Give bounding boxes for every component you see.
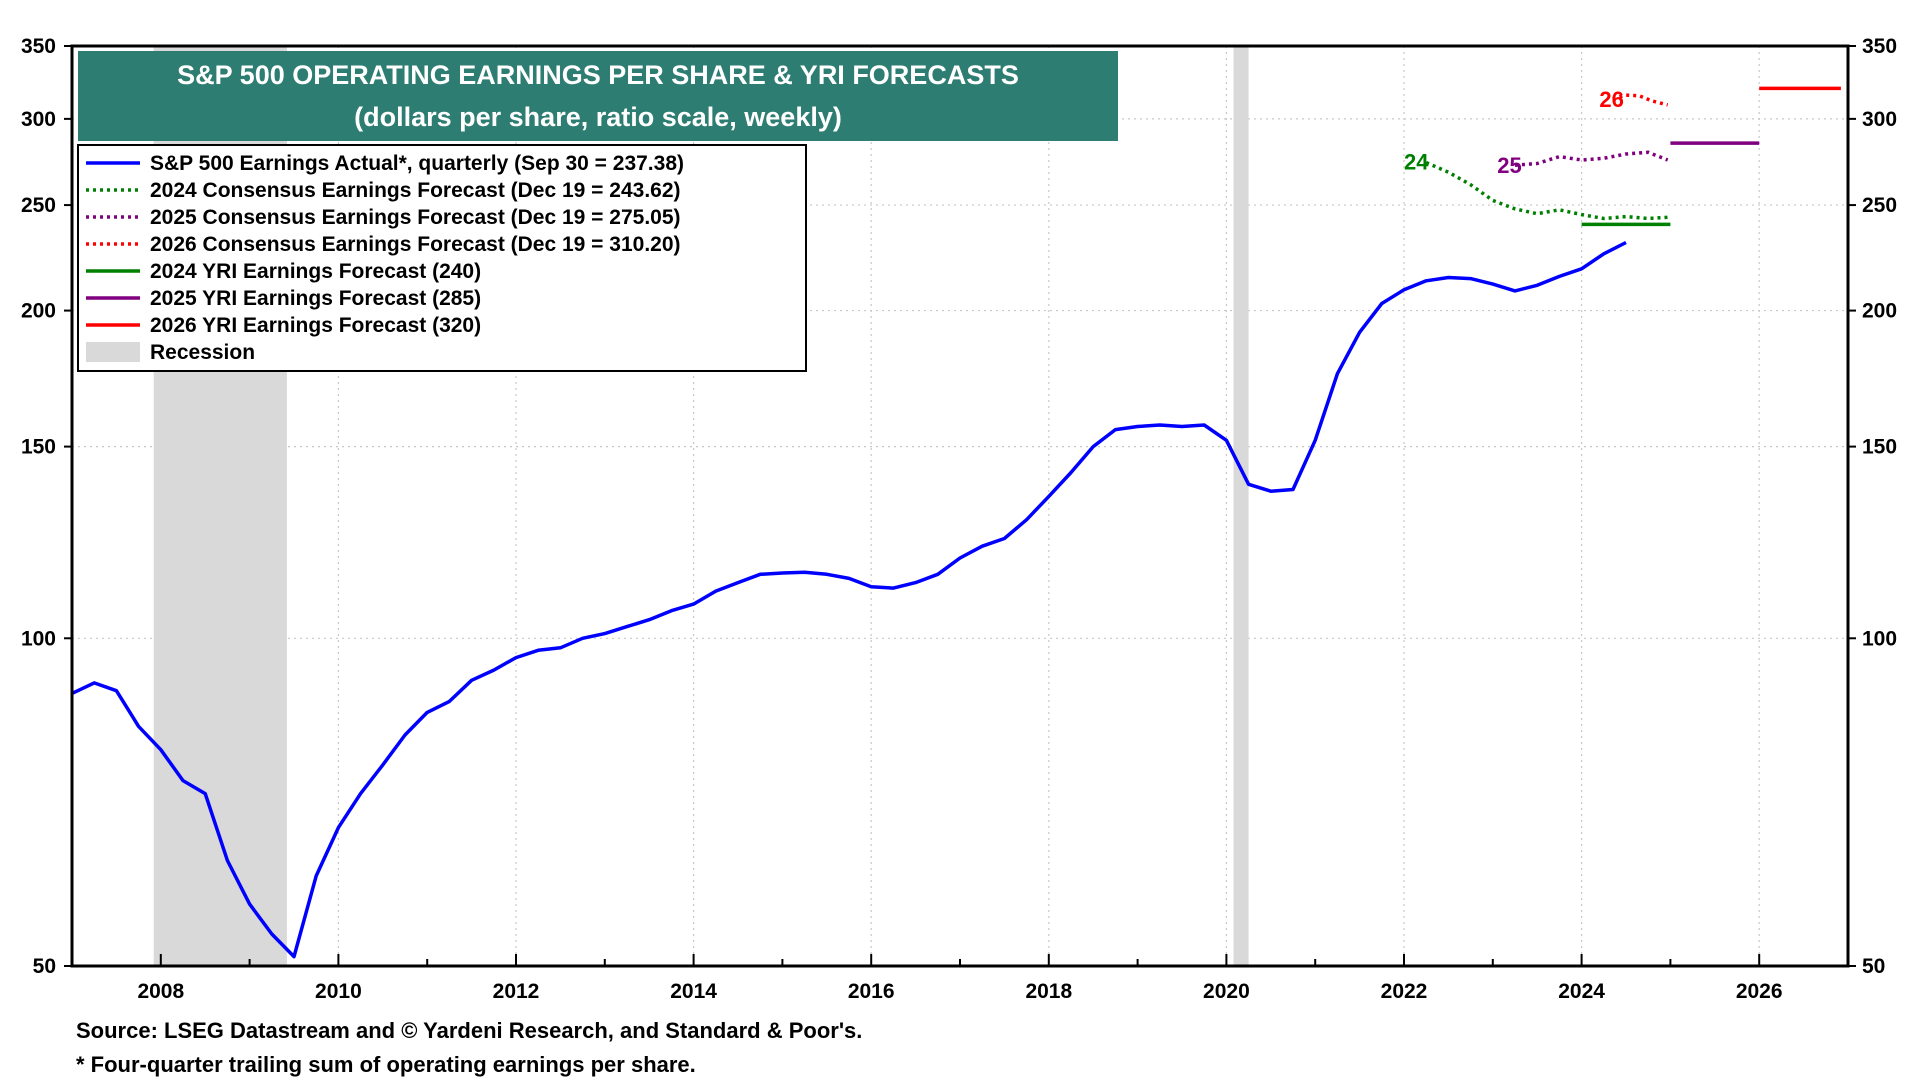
series-lines xyxy=(71,86,1841,959)
x-tick-label: 2022 xyxy=(1381,980,1428,1003)
y-axis-right-ticks: 50 100 150 200 250 300 350 xyxy=(1848,35,1897,978)
y-tick-label-right: 250 xyxy=(1862,194,1897,217)
x-tick-label: 2012 xyxy=(493,980,540,1003)
y-tick-label-right: 300 xyxy=(1862,108,1897,131)
x-axis-ticks: 2008 2010 2012 2014 2016 2018 2020 2022 2024 2026 xyxy=(71,954,1849,1003)
source-footnote: Source: LSEG Datastream and © Yardeni Re… xyxy=(76,1018,863,1043)
title-background xyxy=(78,51,1118,141)
series-line-0 xyxy=(71,240,1627,959)
x-tick-label: 2020 xyxy=(1203,980,1250,1003)
title-box: S&P 500 OPERATING EARNINGS PER SHARE & Y… xyxy=(78,51,1118,141)
definition-footnote: * Four-quarter trailing sum of operating… xyxy=(76,1052,696,1077)
legend-swatch-recession xyxy=(86,342,140,362)
legend: S&P 500 Earnings Actual*, quarterly (Sep… xyxy=(77,144,807,372)
chart-subtitle: (dollars per share, ratio scale, weekly) xyxy=(354,102,842,132)
series-line-3 xyxy=(1612,93,1669,107)
x-tick-label: 2018 xyxy=(1025,980,1072,1003)
legend-label: 2024 Consensus Earnings Forecast (Dec 19… xyxy=(150,179,681,202)
annotation-label: 26 xyxy=(1599,87,1623,112)
legend-label: 2024 YRI Earnings Forecast (240) xyxy=(150,260,481,283)
y-tick-label-left: 100 xyxy=(21,627,56,650)
y-tick-label-left: 250 xyxy=(21,194,56,217)
legend-label: 2026 YRI Earnings Forecast (320) xyxy=(150,314,481,337)
y-tick-label-right: 150 xyxy=(1862,436,1897,459)
series-line-2 xyxy=(1514,150,1669,167)
legend-label: 2025 YRI Earnings Forecast (285) xyxy=(150,287,481,310)
annotations: 24 25 26 xyxy=(1404,87,1624,178)
y-axis-left-ticks: 50 100 150 200 250 300 350 xyxy=(21,35,72,978)
annotation-label: 25 xyxy=(1497,153,1521,178)
legend-label: S&P 500 Earnings Actual*, quarterly (Sep… xyxy=(150,152,684,175)
series-line-1 xyxy=(1425,160,1668,221)
x-tick-label: 2014 xyxy=(670,980,717,1003)
x-tick-label: 2010 xyxy=(315,980,362,1003)
recession-band xyxy=(1233,46,1249,966)
legend-label: 2026 Consensus Earnings Forecast (Dec 19… xyxy=(150,233,681,256)
y-tick-label-left: 50 xyxy=(33,955,56,978)
y-tick-label-left: 350 xyxy=(21,35,56,58)
x-tick-label: 2024 xyxy=(1558,980,1605,1003)
y-tick-label-left: 200 xyxy=(21,300,56,323)
x-tick-label: 2026 xyxy=(1736,980,1783,1003)
y-tick-label-left: 300 xyxy=(21,108,56,131)
y-tick-label-left: 150 xyxy=(21,436,56,459)
y-tick-label-right: 200 xyxy=(1862,300,1897,323)
legend-label: 2025 Consensus Earnings Forecast (Dec 19… xyxy=(150,206,681,229)
legend-label: Recession xyxy=(150,341,255,364)
x-tick-label: 2008 xyxy=(137,980,184,1003)
y-tick-label-right: 100 xyxy=(1862,627,1897,650)
y-tick-label-right: 350 xyxy=(1862,35,1897,58)
y-tick-label-right: 50 xyxy=(1862,955,1885,978)
chart-title: S&P 500 OPERATING EARNINGS PER SHARE & Y… xyxy=(177,60,1019,90)
annotation-label: 24 xyxy=(1404,150,1429,175)
legend-box xyxy=(77,144,807,372)
x-tick-label: 2016 xyxy=(848,980,895,1003)
legend-entries: S&P 500 Earnings Actual*, quarterly (Sep… xyxy=(86,152,684,364)
